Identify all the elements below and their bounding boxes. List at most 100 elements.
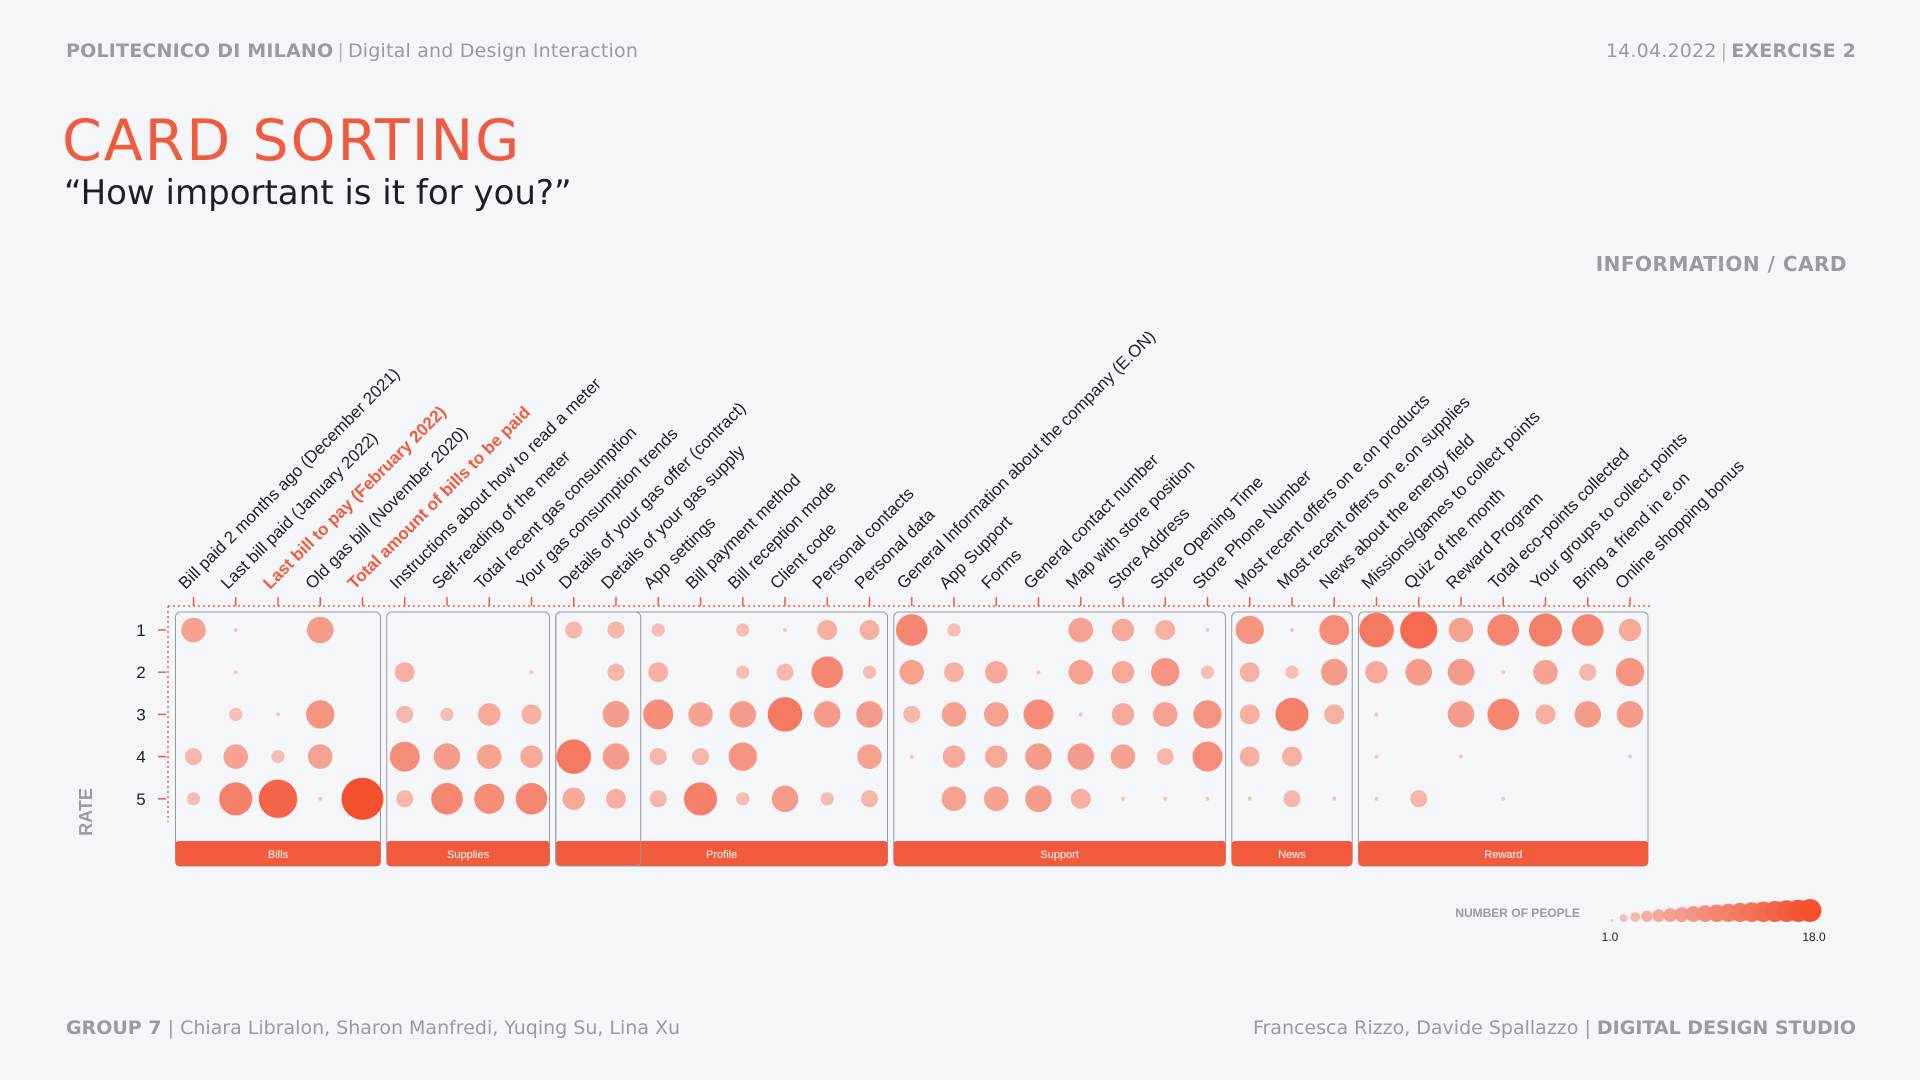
school-name: POLITECNICO DI MILANO	[66, 40, 334, 62]
size-legend-bubble	[1685, 906, 1702, 923]
bubble	[683, 782, 718, 816]
bubble	[271, 749, 285, 764]
bubble	[184, 748, 203, 766]
bubble	[1448, 617, 1474, 643]
bubble	[811, 656, 844, 689]
bubble	[857, 744, 882, 769]
y-tick-label: 3	[136, 705, 145, 724]
group-label: Supplies	[447, 849, 490, 861]
bubble	[1290, 628, 1294, 632]
group-bar	[893, 841, 1226, 866]
bubble	[223, 744, 249, 769]
bubble	[602, 743, 630, 770]
group-label: Bills	[268, 849, 289, 861]
bubble	[1200, 665, 1215, 679]
y-tick-label: 1	[136, 621, 145, 640]
footer-left: GROUP 7 | Chiara Libralon, Sharon Manfre…	[66, 1017, 681, 1039]
bubble	[947, 623, 961, 637]
bubble	[521, 704, 542, 725]
bubble	[1285, 665, 1299, 679]
bubble	[736, 665, 750, 679]
bubble	[909, 754, 914, 759]
bubble	[607, 663, 625, 681]
bubble	[1151, 658, 1180, 687]
size-legend-bubble	[1630, 912, 1641, 922]
bubble	[229, 707, 243, 722]
bubble	[476, 744, 502, 769]
bubble	[1616, 701, 1644, 728]
bubble	[1239, 704, 1260, 725]
bubble	[688, 702, 713, 727]
bubble	[1374, 754, 1379, 759]
bubble	[307, 744, 333, 769]
bubble	[1533, 659, 1558, 685]
y-tick-label: 5	[136, 790, 145, 809]
bubble	[1111, 703, 1135, 726]
bubble	[1535, 704, 1556, 725]
bubble	[820, 792, 834, 806]
subgroup-box	[555, 611, 642, 867]
bubble	[860, 790, 879, 808]
bubble	[985, 660, 1008, 684]
bubble	[1324, 704, 1345, 725]
studio-name: DIGITAL DESIGN STUDIO	[1596, 1017, 1856, 1039]
bubble	[396, 705, 414, 723]
bubble	[1111, 660, 1135, 684]
bubble	[862, 665, 877, 679]
bubble	[602, 701, 630, 728]
bubble	[1501, 796, 1506, 801]
bubble	[649, 790, 667, 808]
bubble	[1628, 754, 1632, 759]
bubble	[1036, 670, 1041, 675]
bubble	[1121, 796, 1125, 801]
info-card-label: INFORMATION / CARD	[1595, 252, 1847, 276]
bubble	[1110, 744, 1136, 769]
bubble	[1155, 620, 1176, 640]
bubble	[651, 623, 665, 637]
bubble	[1239, 662, 1260, 683]
bubble	[1068, 659, 1094, 685]
bubble	[1400, 611, 1438, 649]
bubble	[736, 623, 750, 637]
bubble	[728, 742, 757, 771]
bubble	[1023, 699, 1054, 730]
bubble	[783, 628, 787, 632]
bubble	[736, 792, 750, 806]
group-members: Chiara Libralon, Sharon Manfredi, Yuqing…	[180, 1017, 681, 1039]
bubble	[1571, 614, 1604, 646]
bubble	[219, 782, 253, 816]
bubble	[903, 705, 921, 723]
bubble	[1282, 746, 1302, 767]
bubble	[767, 697, 803, 732]
bubble	[1205, 796, 1210, 801]
bubble	[1111, 618, 1135, 642]
footer-right: Francesca Rizzo, Davide Spallazzo | DIGI…	[1252, 1017, 1856, 1039]
bubble	[944, 662, 964, 683]
bubble	[318, 796, 323, 801]
group-bar	[1358, 841, 1648, 866]
bubble	[1078, 712, 1083, 717]
bubble	[813, 701, 841, 728]
group-box	[1231, 611, 1353, 867]
bubble	[941, 702, 967, 727]
size-legend-bubble	[1610, 919, 1614, 922]
group-bar	[1231, 841, 1353, 866]
bubble	[648, 662, 669, 683]
bubble	[942, 745, 966, 768]
bubble	[856, 701, 883, 728]
bubble	[1374, 712, 1379, 717]
bubble	[1163, 796, 1168, 801]
bubble	[394, 662, 415, 683]
bubble	[440, 707, 454, 722]
header-left: POLITECNICO DI MILANO | Digital and Design…	[66, 40, 639, 62]
size-legend-bubble	[1674, 907, 1690, 923]
bubble	[1319, 614, 1350, 646]
bubble	[1235, 615, 1264, 645]
bubble	[941, 786, 967, 812]
teachers: Francesca Rizzo, Davide Spallazzo	[1252, 1017, 1579, 1039]
page-title: CARD SORTING	[62, 108, 522, 174]
size-legend-bubble	[1663, 908, 1678, 922]
card-sorting-chart: Bills Supplies Profile Support News Reward 1 2 3…	[76, 327, 1826, 944]
bubble	[306, 616, 334, 644]
bubble	[1320, 658, 1348, 686]
